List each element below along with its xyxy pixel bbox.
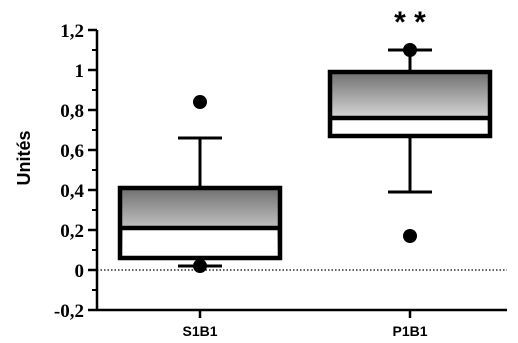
x-tick-label-s1b1: S1B1 [182, 323, 217, 339]
box-p1b1: * * [327, 6, 493, 243]
y-axis-ticks: -0,2 0 0,2 0,4 0,6 0,8 1 1,2 [54, 21, 97, 322]
boxes: * * [117, 6, 493, 273]
x-axis-ticks: S1B1 P1B1 [182, 310, 428, 339]
y-tick-label: 0,4 [60, 181, 84, 202]
outlier-point [193, 95, 207, 109]
y-tick-label: 1,2 [60, 21, 84, 42]
y-tick-label: 0 [75, 261, 85, 282]
box-lower-band [123, 230, 277, 255]
y-tick-label: 0,8 [60, 101, 84, 122]
box-s1b1 [117, 95, 283, 273]
outlier-point [403, 229, 417, 243]
y-tick-label: 1 [75, 61, 85, 82]
y-axis-label: Unités [14, 130, 34, 185]
outlier-point [193, 259, 207, 273]
significance-annotation: * * [394, 6, 426, 39]
box-lower-band [333, 120, 487, 133]
outlier-point [403, 43, 417, 57]
y-tick-label: 0,6 [60, 141, 84, 162]
x-tick-label-p1b1: P1B1 [392, 323, 427, 339]
y-tick-label: 0,2 [60, 221, 84, 242]
y-tick-label: -0,2 [54, 301, 84, 322]
